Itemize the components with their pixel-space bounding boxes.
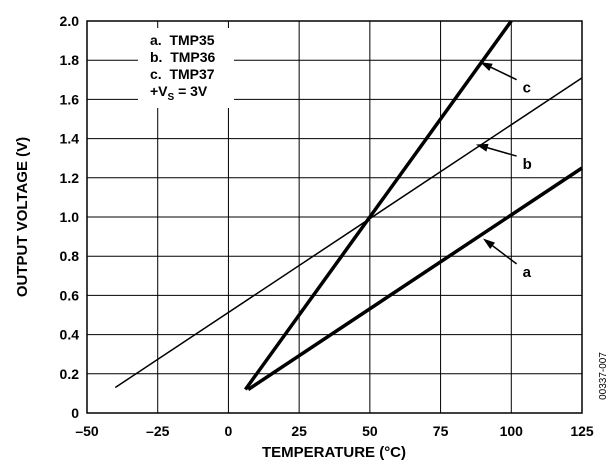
x-axis-title: TEMPERATURE (°C) (262, 444, 406, 461)
x-tick-label: 125 (570, 423, 594, 439)
y-tick-label: 1.0 (60, 209, 80, 225)
y-tick-label: 2.0 (60, 13, 80, 29)
legend-supply: +VS = 3V (150, 83, 208, 103)
series-line-a (247, 166, 583, 391)
y-tick-label: 0.8 (60, 248, 80, 264)
series-line-b (114, 77, 583, 389)
callout-arrowhead-b (475, 143, 489, 152)
x-tick-label: 50 (362, 423, 378, 439)
x-tick-label: 25 (291, 423, 307, 439)
y-tick-label: 0.6 (60, 287, 80, 303)
series-line-c (243, 19, 513, 391)
y-tick-label: 0.4 (60, 327, 80, 343)
callout-line-a (492, 245, 518, 265)
legend-line-c: c. TMP37 (150, 66, 215, 82)
legend-supply-subscript: S (168, 92, 175, 103)
x-tick-label: 100 (500, 423, 524, 439)
callout-arrowhead-c (480, 62, 493, 71)
y-tick-label: 0.2 (60, 366, 80, 382)
callout-arrowhead-a (483, 238, 495, 249)
y-tick-label: 1.6 (60, 91, 80, 107)
y-tick-label: 1.8 (60, 52, 80, 68)
legend-supply-suffix: = 3V (174, 83, 208, 99)
y-tick-label: 1.2 (60, 170, 80, 186)
legend: a. TMP35 b. TMP36 c. TMP37 +VS = 3V (138, 28, 234, 108)
y-tick-labels: 0 0.2 0.4 0.6 0.8 1.0 1.2 1.4 1.6 1.8 2.0 (60, 13, 80, 421)
x-tick-label: 0 (225, 423, 233, 439)
y-tick-label: 0 (71, 405, 79, 421)
callout-label-c: c (523, 80, 531, 97)
callout-label-a: a (523, 264, 532, 281)
figure-id: 00337-007 (598, 352, 609, 400)
legend-background (138, 28, 234, 108)
x-tick-labels: –50 –25 0 25 50 75 100 125 (75, 423, 594, 439)
legend-line-b: b. TMP36 (150, 49, 216, 65)
x-tick-label: –25 (146, 423, 170, 439)
y-axis-title: OUTPUT VOLTAGE (V) (14, 137, 31, 297)
callout-label-b: b (523, 156, 532, 173)
plot-frame (86, 20, 583, 414)
callout-line-c (490, 66, 517, 81)
x-tick-label: 75 (433, 423, 449, 439)
y-tick-label: 1.4 (60, 131, 80, 147)
grid-lines (86, 20, 583, 414)
callouts: a b c (475, 62, 532, 281)
series-lines (114, 19, 583, 391)
legend-line-a: a. TMP35 (150, 32, 215, 48)
legend-supply-prefix: +V (150, 83, 168, 99)
x-tick-label: –50 (75, 423, 99, 439)
callout-line-b (487, 147, 517, 157)
